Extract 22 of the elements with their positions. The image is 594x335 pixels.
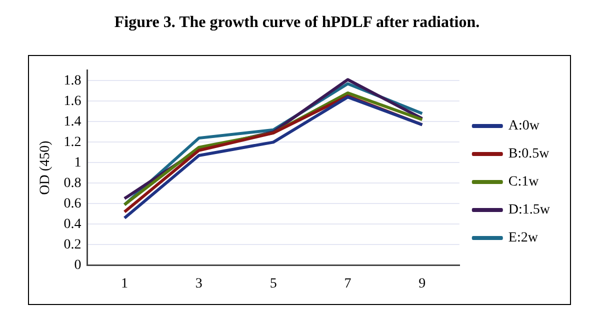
- y-tick-label: 1.8: [64, 73, 82, 88]
- legend-label: D:1.5w: [508, 202, 551, 218]
- y-tick-label: 1.4: [64, 114, 82, 130]
- legend-label: C:1w: [508, 174, 540, 190]
- y-tick-label: 0.8: [64, 176, 82, 191]
- y-tick-label: 0.4: [64, 216, 82, 232]
- legend-label: A:0w: [508, 118, 540, 134]
- legend-label: B:0.5w: [508, 146, 550, 162]
- y-axis-title: OD (450): [38, 140, 54, 195]
- x-tick-label: 3: [195, 276, 202, 292]
- y-tick-label: 1.6: [64, 94, 82, 109]
- x-tick-label: 5: [270, 276, 277, 292]
- x-tick-label: 1: [121, 276, 128, 292]
- x-tick-label: 9: [418, 276, 426, 292]
- y-tick-label: 0.6: [64, 196, 82, 212]
- y-tick-label: 0.2: [64, 237, 82, 252]
- y-tick-label: 1: [74, 155, 82, 170]
- legend-label: E:2w: [508, 230, 539, 246]
- y-tick-label: 1.2: [64, 134, 82, 150]
- y-tick-label: 0: [74, 258, 82, 273]
- x-tick-label: 7: [344, 276, 352, 292]
- chart-title: Figure 3. The growth curve of hPDLF after radiation.: [113, 14, 481, 33]
